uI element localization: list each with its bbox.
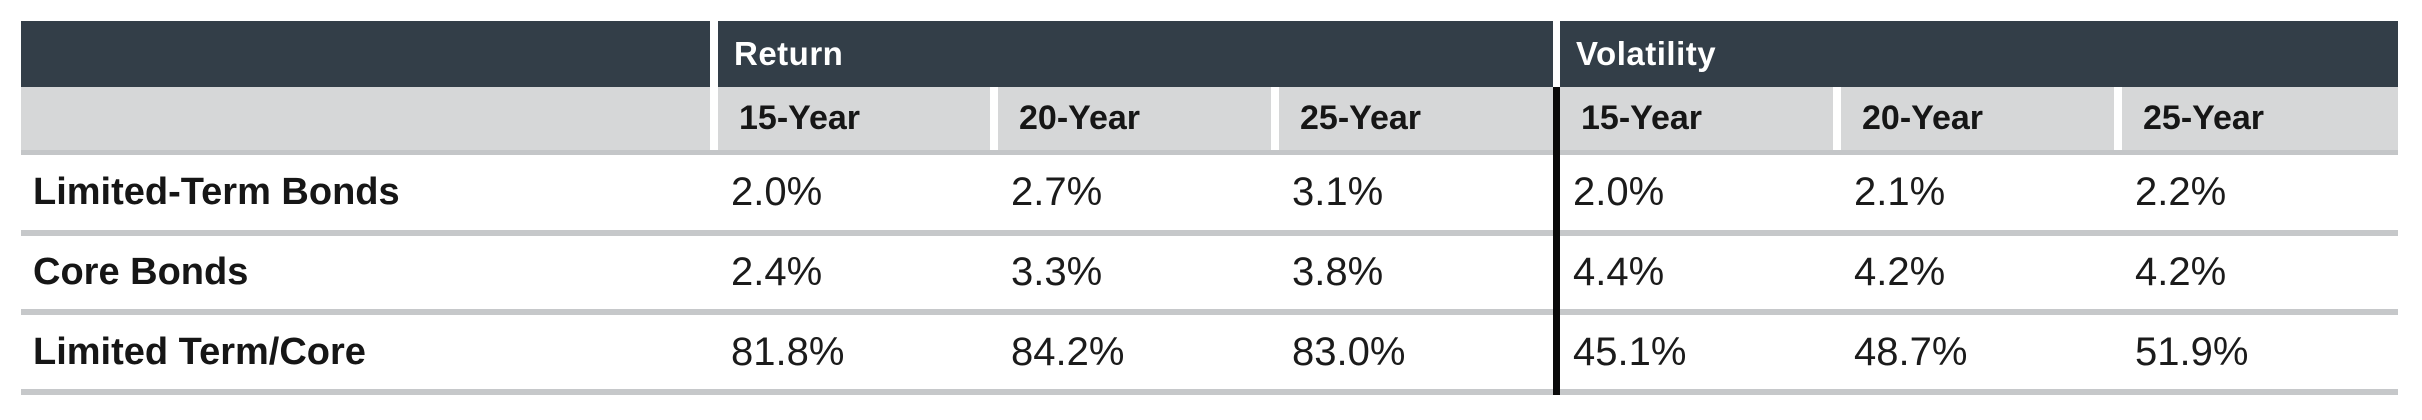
value-cell: 2.2% bbox=[2135, 170, 2227, 214]
row-label-limited-term-bonds: Limited-Term Bonds bbox=[33, 171, 400, 213]
value-cell: 2.0% bbox=[731, 170, 823, 214]
return-20-year-header: 20-Year bbox=[998, 87, 1271, 150]
value-cell: 51.9% bbox=[2135, 329, 2249, 374]
value-cell: 4.2% bbox=[1854, 250, 1946, 294]
column-gap bbox=[710, 87, 718, 150]
return-group-header: Return bbox=[718, 21, 1553, 87]
column-gap bbox=[1271, 155, 1279, 230]
value-cell: 84.2% bbox=[1011, 329, 1125, 374]
group-header-row: Return Volatility bbox=[21, 21, 2398, 87]
volatility-20-year-header: 20-Year bbox=[1841, 87, 2114, 150]
column-gap bbox=[1833, 236, 1841, 309]
value-cell: 45.1% bbox=[1573, 329, 1687, 374]
section-divider-line bbox=[1553, 87, 1560, 395]
value-cell: 48.7% bbox=[1854, 329, 1968, 374]
return-15-year-header: 15-Year bbox=[718, 87, 990, 150]
column-gap bbox=[710, 21, 718, 87]
column-gap bbox=[1271, 315, 1279, 389]
value-cell: 3.1% bbox=[1292, 170, 1384, 214]
column-gap bbox=[1271, 87, 1279, 150]
column-gap bbox=[2114, 236, 2122, 309]
value-cell: 2.0% bbox=[1573, 170, 1665, 214]
value-cell: 3.8% bbox=[1292, 250, 1384, 294]
volatility-15-year-header: 15-Year bbox=[1560, 87, 1833, 150]
table-bottom-border bbox=[21, 389, 2398, 395]
value-cell: 83.0% bbox=[1292, 329, 1406, 374]
subheader-corner-cell bbox=[21, 87, 710, 150]
table-row: Core Bonds 2.4% 3.3% 3.8% 4.4% 4.2% 4.2% bbox=[21, 236, 2398, 309]
column-gap bbox=[990, 87, 998, 150]
value-cell: 4.2% bbox=[2135, 250, 2227, 294]
row-label-core-bonds: Core Bonds bbox=[33, 251, 249, 293]
row-separator bbox=[21, 150, 2398, 155]
value-cell: 2.1% bbox=[1854, 170, 1946, 214]
column-gap bbox=[2114, 315, 2122, 389]
table-row: Limited-Term Bonds 2.0% 2.7% 3.1% 2.0% 2… bbox=[21, 155, 2398, 230]
column-gap bbox=[710, 155, 718, 230]
column-gap bbox=[710, 315, 718, 389]
return-25-year-header: 25-Year bbox=[1279, 87, 1553, 150]
value-cell: 3.3% bbox=[1011, 250, 1103, 294]
value-cell: 2.7% bbox=[1011, 170, 1103, 214]
column-gap bbox=[1271, 236, 1279, 309]
column-gap bbox=[990, 315, 998, 389]
header-corner-cell bbox=[21, 21, 710, 87]
column-gap bbox=[710, 236, 718, 309]
value-cell: 2.4% bbox=[731, 250, 823, 294]
column-gap bbox=[990, 236, 998, 309]
volatility-group-header: Volatility bbox=[1560, 21, 2398, 87]
row-separator bbox=[21, 309, 2398, 315]
value-cell: 4.4% bbox=[1573, 250, 1665, 294]
column-gap bbox=[2114, 155, 2122, 230]
subheader-row: 15-Year 20-Year 25-Year 15-Year 20-Year … bbox=[21, 87, 2398, 150]
column-gap bbox=[1833, 315, 1841, 389]
row-label-limited-term-core: Limited Term/Core bbox=[33, 330, 366, 373]
table-row: Limited Term/Core 81.8% 84.2% 83.0% 45.1… bbox=[21, 315, 2398, 389]
column-gap bbox=[1833, 87, 1841, 150]
column-gap bbox=[990, 155, 998, 230]
return-volatility-table: Return Volatility 15-Year 20-Year 25-Yea… bbox=[21, 21, 2398, 395]
volatility-25-year-header: 25-Year bbox=[2122, 87, 2398, 150]
row-separator bbox=[21, 230, 2398, 236]
column-gap bbox=[1833, 155, 1841, 230]
column-gap bbox=[1553, 21, 1560, 87]
column-gap bbox=[2114, 87, 2122, 150]
value-cell: 81.8% bbox=[731, 329, 845, 374]
